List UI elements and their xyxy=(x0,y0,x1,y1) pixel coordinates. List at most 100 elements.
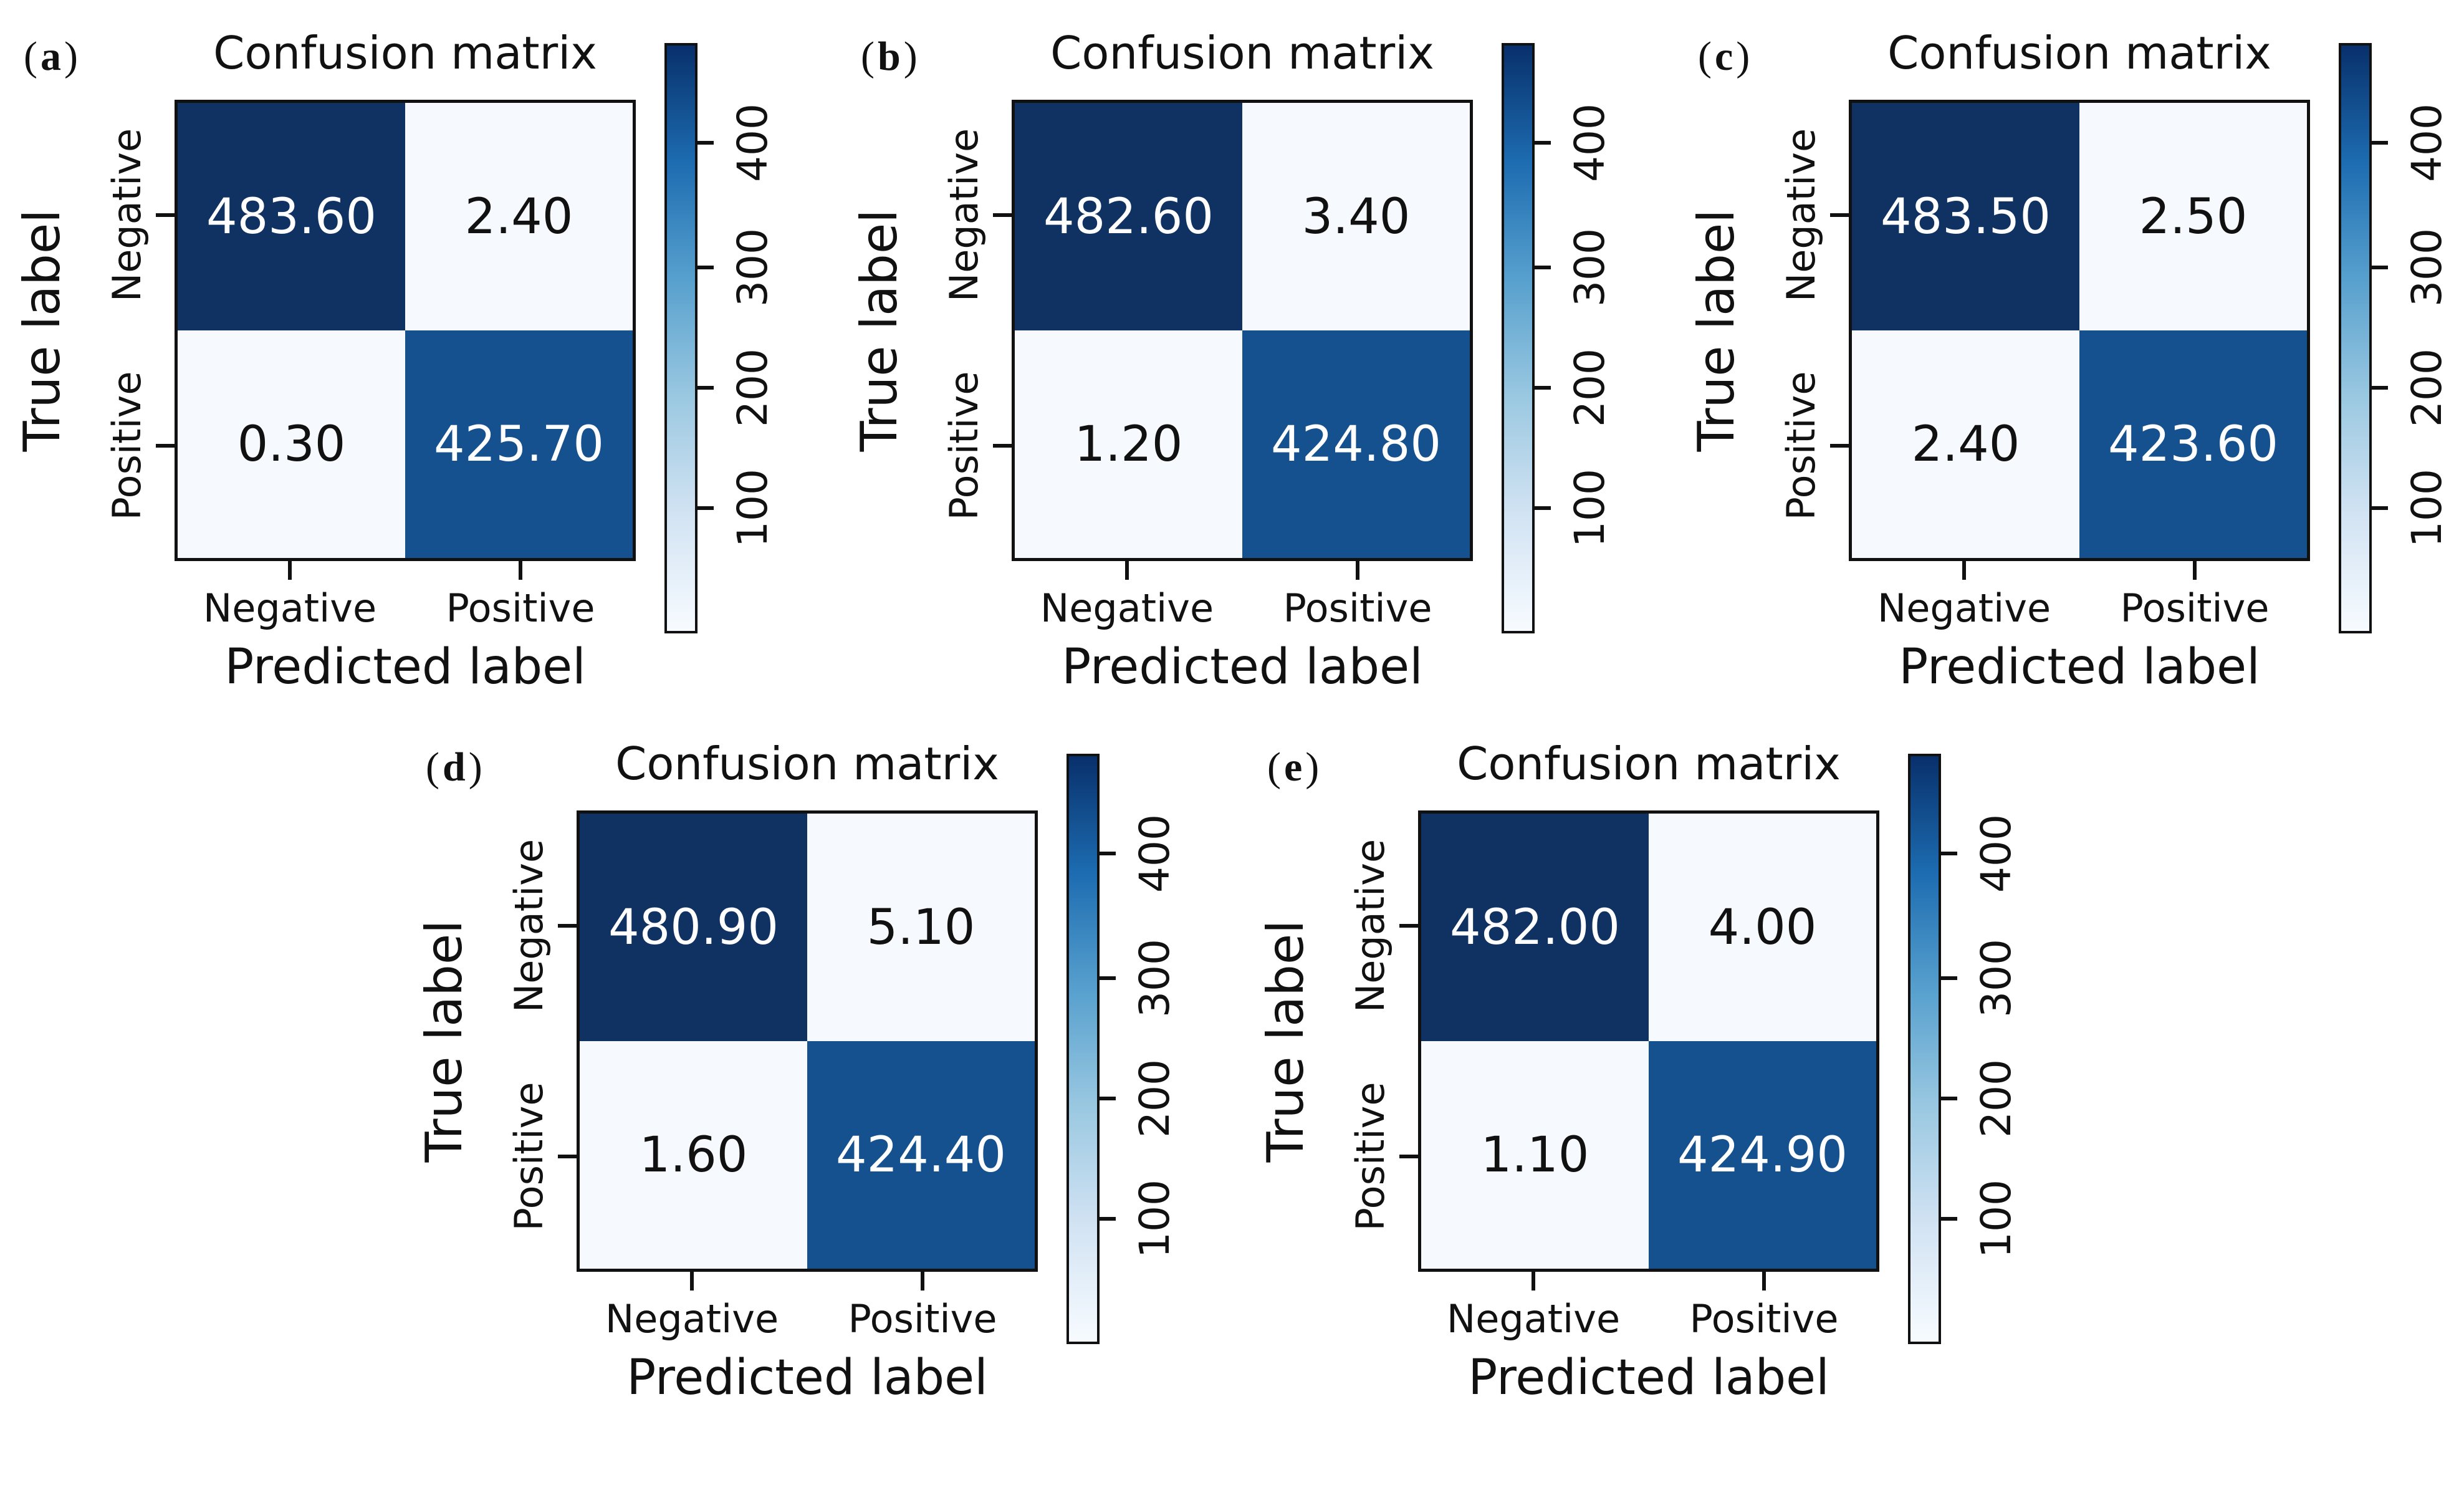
panel-letter-text: b xyxy=(877,34,901,79)
panel-letter: (a) xyxy=(24,36,78,77)
chart-title: Confusion matrix xyxy=(1050,27,1434,79)
heatmap-grid: 480.90 5.10 1.60 424.40 xyxy=(577,810,1038,1272)
y-tick-label-positive-text: Positive xyxy=(104,371,150,521)
x-tick-label-positive: Positive xyxy=(2120,585,2270,631)
colorbar-tick-mark xyxy=(1940,852,1957,855)
x-tick-label-positive: Positive xyxy=(848,1296,997,1342)
cell-true-negative: 483.60 xyxy=(178,103,405,330)
heatmap-grid: 482.00 4.00 1.10 424.90 xyxy=(1418,810,1879,1272)
colorbar-tick-mark xyxy=(1940,976,1957,980)
x-tick-mark xyxy=(1356,561,1359,580)
x-tick-mark xyxy=(921,1272,924,1291)
y-tick-mark xyxy=(1830,213,1849,217)
panel-letter-text: d xyxy=(442,744,466,790)
colorbar-tick-mark xyxy=(1098,1217,1116,1221)
cell-true-positive: 424.80 xyxy=(1242,330,1470,558)
panel-letter-text: e xyxy=(1283,744,1303,790)
colorbar-tick-mark xyxy=(2371,386,2388,390)
y-tick-mark xyxy=(156,444,175,448)
y-tick-mark xyxy=(993,213,1012,217)
colorbar xyxy=(1067,754,1100,1344)
y-axis-label-text: True label xyxy=(850,209,908,452)
x-tick-label-negative: Negative xyxy=(1040,585,1214,631)
x-tick-mark xyxy=(1762,1272,1766,1291)
colorbar-tick-mark xyxy=(696,141,714,145)
colorbar-tick-mark xyxy=(1533,506,1551,510)
cell-false-positive: 3.40 xyxy=(1242,103,1470,330)
colorbar-tick-mark xyxy=(2371,141,2388,145)
x-axis-label: Predicted label xyxy=(626,1350,988,1406)
colorbar-tick-mark xyxy=(2371,506,2388,510)
colorbar-tick-label-400-text: 400 xyxy=(1566,103,1614,182)
confusion-matrix-panel: (d) Confusion matrix True label Negative… xyxy=(402,711,1194,1490)
colorbar-tick-mark xyxy=(1533,141,1551,145)
y-tick-mark xyxy=(1399,1155,1418,1158)
y-tick-mark xyxy=(558,1155,577,1158)
colorbar-tick-mark xyxy=(1098,852,1116,855)
x-tick-label-negative: Negative xyxy=(605,1296,779,1342)
colorbar xyxy=(1502,43,1535,633)
cell-false-positive: 2.40 xyxy=(405,103,633,330)
panel-letter-open-paren: ( xyxy=(24,34,37,79)
cell-false-negative: 1.60 xyxy=(580,1041,807,1269)
cell-false-negative: 0.30 xyxy=(178,330,405,558)
panel-letter-open-paren: ( xyxy=(426,744,439,790)
colorbar-tick-mark xyxy=(1940,1217,1957,1221)
cell-false-negative: 1.20 xyxy=(1015,330,1242,558)
panel-letter: (e) xyxy=(1267,747,1319,788)
chart-title: Confusion matrix xyxy=(1457,738,1841,790)
cell-true-positive: 423.60 xyxy=(2079,330,2307,558)
y-tick-label-positive-text: Positive xyxy=(506,1082,552,1231)
confusion-matrix-panel: (b) Confusion matrix True label Negative… xyxy=(837,0,1629,779)
y-tick-label-positive-text: Positive xyxy=(941,371,987,521)
y-axis-label-text: True label xyxy=(415,920,473,1163)
cell-true-negative: 482.00 xyxy=(1421,814,1649,1041)
heatmap-grid: 482.60 3.40 1.20 424.80 xyxy=(1012,100,1473,561)
x-tick-label-positive: Positive xyxy=(446,585,595,631)
panel-letter-close-paren: ) xyxy=(64,34,78,79)
cell-true-positive: 425.70 xyxy=(405,330,633,558)
y-axis-label-text: True label xyxy=(1257,920,1315,1163)
figure-row-bottom: (d) Confusion matrix True label Negative… xyxy=(402,711,2035,1490)
x-tick-mark xyxy=(288,561,292,580)
panel-letter: (b) xyxy=(861,36,918,77)
x-tick-mark xyxy=(690,1272,694,1291)
colorbar-tick-label-400-text: 400 xyxy=(1972,814,2020,893)
colorbar-tick-mark xyxy=(2371,266,2388,269)
chart-title: Confusion matrix xyxy=(1887,27,2271,79)
panel-letter: (d) xyxy=(426,747,482,788)
panel-letter-text: a xyxy=(40,34,61,79)
colorbar-tick-mark xyxy=(1098,976,1116,980)
x-tick-mark xyxy=(1962,561,1966,580)
colorbar xyxy=(664,43,697,633)
confusion-matrix-panel: (c) Confusion matrix True label Negative… xyxy=(1674,0,2464,779)
heatmap-grid: 483.60 2.40 0.30 425.70 xyxy=(175,100,636,561)
figure-row-top: (a) Confusion matrix True label Negative… xyxy=(13,0,2464,779)
colorbar-tick-mark xyxy=(1098,1097,1116,1100)
y-tick-mark xyxy=(156,213,175,217)
panel-letter-close-paren: ) xyxy=(468,744,482,790)
panel-letter-close-paren: ) xyxy=(903,34,918,79)
panel-letter: (c) xyxy=(1698,36,1750,77)
colorbar xyxy=(2339,43,2372,633)
panel-letter-close-paren: ) xyxy=(1736,34,1750,79)
cell-true-positive: 424.90 xyxy=(1649,1041,1876,1269)
x-tick-label-positive: Positive xyxy=(1689,1296,1839,1342)
panel-letter-text: c xyxy=(1714,34,1733,79)
cell-false-positive: 5.10 xyxy=(807,814,1035,1041)
y-tick-label-positive-text: Positive xyxy=(1348,1082,1393,1231)
cell-false-positive: 2.50 xyxy=(2079,103,2307,330)
x-axis-label: Predicted label xyxy=(1899,639,2260,695)
cell-false-negative: 1.10 xyxy=(1421,1041,1649,1269)
panel-letter-open-paren: ( xyxy=(1698,34,1712,79)
y-tick-mark xyxy=(1830,444,1849,448)
chart-title: Confusion matrix xyxy=(213,27,597,79)
y-tick-label-positive-text: Positive xyxy=(1778,371,1824,521)
x-tick-mark xyxy=(519,561,522,580)
colorbar-tick-mark xyxy=(1533,386,1551,390)
cell-false-negative: 2.40 xyxy=(1852,330,2079,558)
x-tick-mark xyxy=(2193,561,2197,580)
colorbar-tick-label-400-text: 400 xyxy=(2403,103,2451,182)
cell-false-positive: 4.00 xyxy=(1649,814,1876,1041)
colorbar-tick-label-400-text: 400 xyxy=(729,103,777,182)
